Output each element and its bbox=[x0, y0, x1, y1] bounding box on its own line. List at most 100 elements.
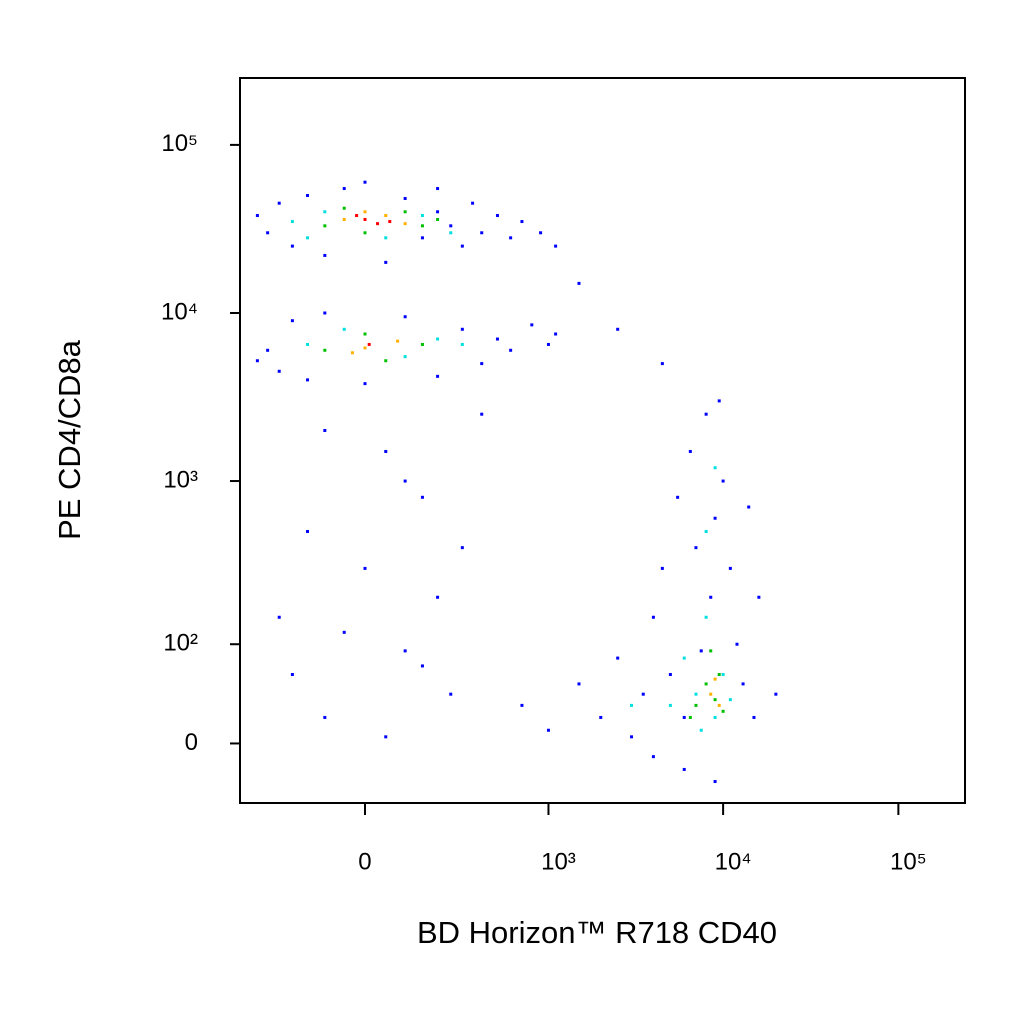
point bbox=[704, 412, 708, 416]
point bbox=[323, 348, 327, 352]
point bbox=[384, 260, 388, 264]
point bbox=[323, 311, 327, 315]
point bbox=[384, 449, 388, 453]
point bbox=[577, 281, 581, 285]
point bbox=[741, 682, 745, 686]
point bbox=[420, 664, 424, 668]
y-axis-label: PE CD4/CD8a bbox=[52, 339, 87, 540]
point bbox=[757, 595, 761, 599]
point bbox=[350, 351, 354, 355]
point bbox=[651, 615, 655, 619]
y-tick-label: 10⁴ bbox=[161, 298, 198, 325]
point bbox=[676, 495, 680, 499]
point bbox=[694, 692, 698, 696]
point bbox=[363, 332, 367, 336]
point bbox=[694, 703, 698, 707]
point bbox=[717, 399, 721, 403]
point bbox=[449, 231, 453, 235]
x-axis-label: BD Horizon™ R718 CD40 bbox=[417, 915, 777, 950]
point bbox=[342, 187, 346, 191]
point bbox=[255, 214, 259, 218]
point bbox=[290, 220, 294, 224]
point bbox=[460, 342, 464, 346]
point bbox=[436, 595, 440, 599]
point bbox=[306, 378, 310, 382]
point bbox=[630, 703, 634, 707]
point bbox=[509, 236, 513, 240]
point bbox=[277, 369, 281, 373]
point bbox=[713, 677, 717, 681]
x-tick-label: 10⁵ bbox=[890, 848, 927, 875]
point bbox=[688, 449, 692, 453]
point bbox=[436, 187, 440, 191]
point bbox=[436, 337, 440, 341]
point bbox=[420, 495, 424, 499]
point bbox=[266, 231, 270, 235]
point bbox=[306, 342, 310, 346]
point bbox=[376, 222, 380, 226]
point bbox=[554, 244, 558, 248]
point bbox=[323, 428, 327, 432]
point bbox=[290, 244, 294, 248]
point bbox=[436, 374, 440, 378]
point bbox=[728, 566, 732, 570]
point bbox=[363, 566, 367, 570]
y-tick-label: 10² bbox=[163, 630, 198, 657]
point bbox=[495, 214, 499, 218]
point bbox=[403, 479, 407, 483]
point bbox=[384, 236, 388, 240]
point bbox=[403, 649, 407, 653]
point bbox=[323, 224, 327, 228]
point bbox=[651, 755, 655, 759]
point bbox=[752, 715, 756, 719]
point bbox=[709, 595, 713, 599]
point bbox=[509, 348, 513, 352]
point bbox=[717, 673, 721, 677]
y-tick-label: 10³ bbox=[163, 466, 198, 493]
point bbox=[471, 201, 475, 205]
point bbox=[520, 220, 524, 224]
point bbox=[420, 236, 424, 240]
point bbox=[449, 692, 453, 696]
point bbox=[384, 359, 388, 363]
point bbox=[384, 735, 388, 739]
point bbox=[384, 214, 388, 218]
point bbox=[668, 703, 672, 707]
point bbox=[660, 566, 664, 570]
point bbox=[323, 210, 327, 214]
point bbox=[436, 210, 440, 214]
point bbox=[699, 728, 703, 732]
point bbox=[363, 382, 367, 386]
point bbox=[554, 332, 558, 336]
point bbox=[460, 546, 464, 550]
point bbox=[480, 231, 484, 235]
point bbox=[699, 649, 703, 653]
point bbox=[480, 412, 484, 416]
point bbox=[363, 346, 367, 350]
point bbox=[713, 780, 717, 784]
point bbox=[721, 673, 725, 677]
point bbox=[704, 682, 708, 686]
point bbox=[363, 231, 367, 235]
point bbox=[420, 214, 424, 218]
point bbox=[717, 703, 721, 707]
point bbox=[495, 337, 499, 341]
point bbox=[709, 649, 713, 653]
y-tick-label: 0 bbox=[185, 729, 198, 756]
point bbox=[403, 210, 407, 214]
point bbox=[682, 767, 686, 771]
point bbox=[546, 728, 550, 732]
point bbox=[342, 327, 346, 331]
point bbox=[449, 224, 453, 228]
point bbox=[694, 546, 698, 550]
point bbox=[277, 201, 281, 205]
point bbox=[363, 210, 367, 214]
point bbox=[342, 630, 346, 634]
point bbox=[290, 319, 294, 323]
point bbox=[721, 479, 725, 483]
point bbox=[530, 323, 534, 327]
point bbox=[342, 217, 346, 221]
point bbox=[355, 214, 359, 218]
point bbox=[682, 715, 686, 719]
